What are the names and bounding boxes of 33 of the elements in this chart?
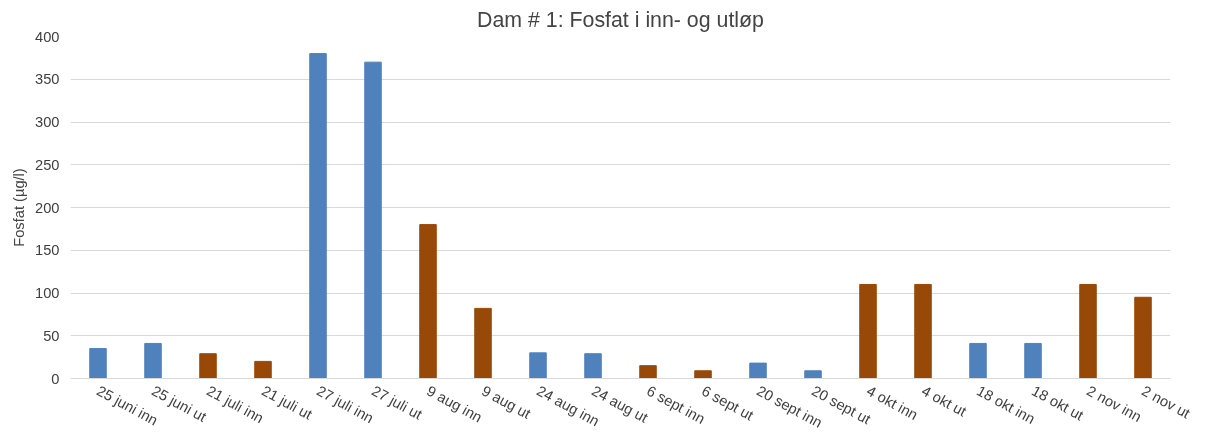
bar — [89, 348, 107, 379]
bar — [1024, 342, 1042, 379]
chart-title: Dam # 1: Fosfat i inn- og utløp — [477, 7, 764, 32]
y-tick-label: 100 — [35, 285, 60, 301]
y-tick-label: 50 — [43, 327, 60, 344]
bar — [309, 53, 327, 379]
bar — [364, 61, 382, 379]
y-tick-label: 300 — [35, 114, 60, 130]
y-tick-label: 0 — [51, 370, 60, 387]
bar — [1134, 296, 1152, 379]
y-tick-label: 200 — [35, 199, 60, 216]
bar — [199, 353, 217, 379]
y-tick-label: 400 — [35, 28, 60, 45]
bar — [529, 352, 547, 379]
bar — [804, 370, 822, 379]
bar — [749, 362, 767, 379]
bar — [144, 342, 162, 379]
bar — [639, 365, 657, 379]
y-tick-label: 150 — [35, 242, 60, 259]
bar — [1079, 283, 1097, 379]
bar — [859, 283, 877, 379]
bar — [419, 224, 437, 379]
bar — [474, 307, 492, 379]
bar — [584, 353, 602, 379]
bar — [914, 283, 932, 379]
y-tick-label: 350 — [35, 71, 60, 88]
bar — [969, 342, 987, 379]
y-tick-label: 250 — [35, 156, 60, 173]
x-tick-label: 2 nov ut — [1139, 382, 1193, 422]
bar — [694, 370, 712, 379]
bar — [254, 360, 272, 379]
x-tick-label: 4 okt ut — [919, 382, 970, 420]
y-axis-title: Fosfat (µg/l) — [11, 168, 28, 247]
